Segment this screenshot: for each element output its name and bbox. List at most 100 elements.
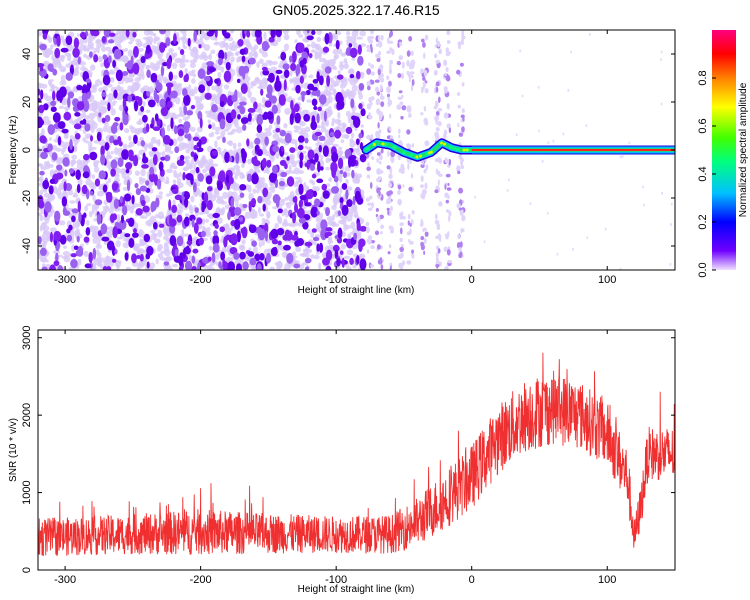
heatmap-speckle — [128, 41, 133, 45]
heatmap-sparse-dot — [371, 156, 375, 160]
heatmap-blob — [279, 129, 287, 137]
heatmap-blob — [212, 212, 220, 218]
heatmap-blob — [79, 120, 86, 125]
colorbar: 0.0 0.2 0.4 0.6 0.8 Normalized spectral ampl… — [697, 30, 749, 278]
heatmap-sparse-dot — [424, 34, 429, 41]
snr-x-tick-label: 100 — [598, 574, 616, 586]
heatmap-sparse-dot — [389, 113, 392, 119]
heatmap-blob — [208, 66, 217, 73]
heatmap-speckle — [181, 36, 188, 44]
heatmap-blob — [237, 105, 244, 110]
heatmap-blob — [239, 183, 247, 191]
heatmap-blob — [272, 165, 278, 174]
trace-dot — [429, 150, 433, 154]
heatmap-blob — [107, 102, 111, 112]
colorbar-tick-label: 0.4 — [697, 166, 709, 181]
heatmap-blob — [274, 80, 282, 92]
heatmap-blob — [110, 159, 118, 170]
heatmap-blob — [235, 152, 240, 164]
heatmap-blob — [56, 164, 63, 171]
heatmap-speckle — [293, 129, 300, 133]
heatmap-sparse-dot — [457, 170, 461, 175]
heatmap-blob — [318, 94, 327, 105]
heatmap-blob — [259, 253, 265, 261]
heatmap-speckle — [96, 190, 104, 197]
heatmap-speckle — [157, 243, 163, 250]
heatmap-sparse-dot — [537, 85, 540, 89]
heatmap-speckle — [283, 34, 290, 41]
heatmap-sparse-dot — [456, 69, 461, 75]
heatmap-sparse-dot — [423, 52, 426, 60]
heatmap-sparse-dot — [460, 39, 464, 44]
heatmap-speckle — [220, 130, 226, 137]
heatmap-blob — [358, 83, 365, 91]
heatmap-blob — [262, 203, 266, 212]
heatmap-speckle — [145, 109, 151, 113]
heatmap-speckle — [88, 112, 96, 120]
heatmap-blob — [38, 88, 41, 96]
heatmap-speckle — [138, 229, 145, 237]
heatmap-speckle — [62, 250, 70, 257]
heatmap-blob — [192, 181, 197, 193]
heatmap-speckle — [349, 140, 356, 148]
heatmap-blob — [110, 168, 116, 177]
heatmap-blob — [158, 161, 164, 172]
heatmap-blob — [192, 248, 199, 254]
heatmap-speckle — [327, 105, 332, 112]
heatmap-blob — [217, 172, 226, 183]
heatmap-blob — [198, 237, 204, 246]
heatmap-speckle — [360, 124, 364, 128]
heatmap-speckle — [157, 229, 163, 238]
heatmap-sparse-dot — [521, 94, 524, 98]
heatmap-blob — [145, 44, 151, 54]
heatmap-speckle — [232, 142, 237, 150]
trace-dot — [393, 146, 397, 150]
heatmap-speckle — [316, 172, 321, 176]
heatmap-blob — [102, 54, 108, 60]
heatmap-blob — [353, 232, 358, 241]
heatmap-sparse-dot — [370, 64, 375, 69]
heatmap-blob — [241, 153, 247, 164]
heatmap-speckle — [200, 30, 205, 35]
heatmap-sparse-dot — [370, 245, 375, 250]
heatmap-blob — [194, 207, 199, 213]
heatmap-blob — [198, 84, 206, 94]
heatmap-speckle — [123, 238, 130, 242]
heatmap-blob — [314, 152, 319, 163]
heatmap-blob — [358, 103, 363, 110]
heatmap-blob — [111, 258, 117, 263]
heatmap-sparse-dot — [411, 142, 415, 148]
heatmap-speckle — [311, 49, 316, 53]
heatmap-blob — [85, 227, 91, 236]
heatmap-blob — [345, 126, 353, 135]
heatmap-speckle — [234, 174, 238, 180]
heatmap-sparse-dot — [461, 214, 466, 222]
heatmap-blob — [298, 217, 306, 224]
heatmap-sparse-dot — [447, 182, 450, 187]
heatmap-speckle — [55, 147, 62, 152]
heatmap-speckle — [116, 93, 123, 98]
heatmap-speckle — [38, 176, 44, 183]
heatmap-blob — [169, 214, 173, 226]
heatmap-sparse-dot — [447, 194, 450, 200]
heatmap-sparse-dot — [366, 48, 372, 53]
heatmap-blob — [316, 243, 320, 252]
heatmap-sparse-dot — [438, 201, 443, 207]
heatmap-sparse-dot — [388, 102, 391, 108]
heatmap-speckle — [356, 36, 364, 40]
heatmap-sparse-dot — [398, 140, 403, 145]
heatmap-sparse-dot — [433, 53, 438, 59]
heatmap-sparse-dot — [420, 192, 425, 199]
heatmap-blob — [145, 123, 150, 132]
heatmap-blob — [211, 252, 216, 263]
heatmap-blob — [163, 261, 170, 266]
heatmap-speckle — [142, 101, 146, 107]
heatmap-blob — [295, 65, 299, 77]
trace-dot — [418, 154, 422, 158]
heatmap-sparse-dot — [389, 262, 393, 267]
heatmap-speckle — [42, 189, 48, 193]
heatmap-blob — [341, 204, 349, 216]
heatmap-sparse-dot — [380, 34, 384, 41]
heatmap-blob — [359, 258, 367, 270]
